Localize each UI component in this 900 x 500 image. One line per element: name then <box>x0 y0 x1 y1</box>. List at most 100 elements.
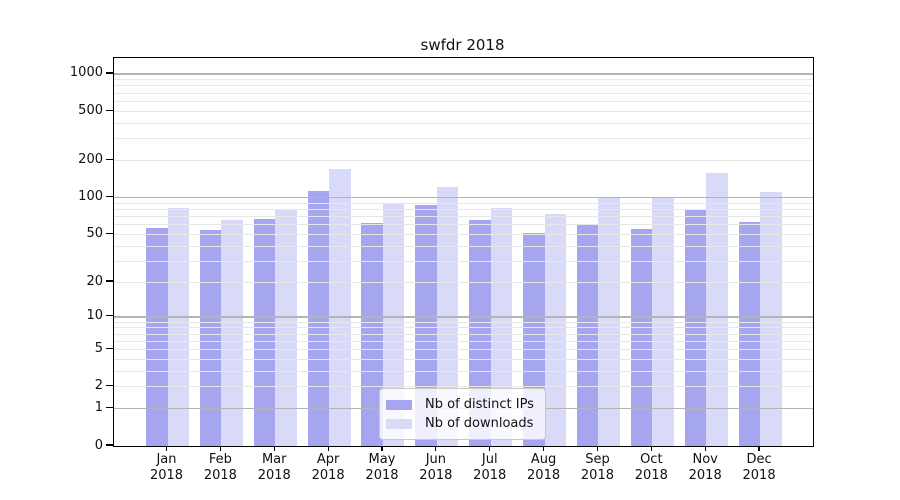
x-axis-tick-year: 2018 <box>419 468 453 483</box>
bar-distinct-ips-mar <box>253 218 276 446</box>
gridline-minor <box>114 215 813 217</box>
x-axis-tick-year: 2018 <box>634 468 668 483</box>
bar-distinct-ips-jan <box>146 228 168 446</box>
x-axis-tick-label: Nov 2018 <box>675 452 735 484</box>
y-axis-tick-label: 20 <box>86 273 103 289</box>
y-axis-tick-label: 2 <box>94 378 103 394</box>
x-axis-tick-label: Oct 2018 <box>621 452 681 484</box>
x-axis-tick-month: Mar <box>261 452 287 467</box>
legend-label-downloads: Nb of downloads <box>425 416 534 431</box>
gridline-minor <box>114 370 813 372</box>
legend-swatch-distinct-ips-icon <box>386 399 412 410</box>
x-axis-tick <box>327 446 329 451</box>
y-axis-tick <box>106 315 113 317</box>
gridline-minor <box>114 122 813 124</box>
x-axis-tick-year: 2018 <box>473 468 507 483</box>
x-axis-tick <box>758 446 760 451</box>
bar-downloads-may <box>382 203 405 446</box>
gridline-major <box>114 73 813 75</box>
x-axis-tick-year: 2018 <box>311 468 345 483</box>
gridline-minor <box>114 138 813 140</box>
bar-distinct-ips-oct <box>630 229 653 446</box>
y-axis-tick-label: 500 <box>78 102 103 118</box>
x-axis-tick-label: Dec 2018 <box>729 452 789 484</box>
gridline-minor <box>114 321 813 323</box>
x-axis-tick-label: Jan 2018 <box>137 452 197 484</box>
x-axis-tick-label: Feb 2018 <box>190 452 250 484</box>
x-axis-tick-month: Dec <box>746 452 772 467</box>
gridline-minor <box>114 327 813 329</box>
legend-item-downloads: Nb of downloads <box>386 414 539 433</box>
y-axis-tick <box>106 444 113 446</box>
y-axis-tick-label: 100 <box>78 188 103 204</box>
y-axis-tick <box>106 72 113 74</box>
x-axis-tick-month: Aug <box>530 452 557 467</box>
bar-distinct-ips-jun <box>415 204 437 446</box>
y-axis-tick <box>106 280 113 282</box>
x-axis-tick-month: Jan <box>156 452 177 467</box>
y-axis-tick-label: 50 <box>86 225 103 241</box>
gridline-minor <box>114 260 813 262</box>
gridline-minor <box>114 224 813 226</box>
gridline-minor <box>114 281 813 283</box>
y-axis-tick <box>106 347 113 350</box>
y-axis-tick-label: 1 <box>94 400 103 416</box>
bar-distinct-ips-feb <box>199 230 222 446</box>
y-axis-tick-label: 0 <box>94 437 103 453</box>
bar-downloads-dec <box>760 191 782 446</box>
x-axis-tick <box>273 446 275 451</box>
gridline-minor <box>114 386 813 388</box>
gridline-major <box>114 196 813 199</box>
gridline-minor <box>114 79 813 81</box>
x-axis-tick <box>219 446 221 451</box>
x-axis-tick-month: Sep <box>585 452 610 467</box>
x-axis-tick-year: 2018 <box>580 468 614 483</box>
x-axis-tick <box>381 446 383 451</box>
y-axis-tick <box>106 158 113 160</box>
y-axis-tick <box>106 109 113 111</box>
y-axis-tick <box>106 407 113 409</box>
bar-downloads-aug <box>544 213 567 446</box>
bar-downloads-oct <box>652 196 674 446</box>
bar-distinct-ips-sep <box>576 223 599 446</box>
x-axis-tick-label: Apr 2018 <box>298 452 358 484</box>
gridline-minor <box>114 159 813 161</box>
x-axis-tick <box>435 446 437 451</box>
x-axis-tick-year: 2018 <box>742 468 776 483</box>
y-axis-tick-label: 10 <box>86 308 103 324</box>
gridline-minor <box>114 208 813 210</box>
gridline-minor <box>114 92 813 94</box>
gridline-minor <box>114 85 813 87</box>
x-axis-tick-label: Aug 2018 <box>514 452 574 484</box>
chart-title: swfdr 2018 <box>420 36 505 54</box>
y-axis-tick <box>106 385 113 387</box>
bar-distinct-ips-apr <box>307 191 330 446</box>
bar-downloads-nov <box>706 172 728 446</box>
x-axis-tick <box>704 446 706 451</box>
y-axis-tick <box>106 195 113 198</box>
bar-downloads-apr <box>329 169 351 446</box>
x-axis-tick-month: Nov <box>692 452 718 467</box>
gridline-minor <box>114 333 813 335</box>
bar-downloads-sep <box>598 196 620 446</box>
x-axis-tick-label: Mar 2018 <box>244 452 304 484</box>
x-axis-tick-year: 2018 <box>257 468 291 483</box>
x-axis-tick-month: Jul <box>481 452 498 467</box>
x-axis-tick-month: May <box>368 452 396 467</box>
x-axis-tick-month: Apr <box>316 452 340 467</box>
x-axis-tick <box>650 446 652 451</box>
gridline-minor <box>114 245 813 247</box>
gridline-minor <box>114 358 813 360</box>
x-axis-tick-year: 2018 <box>149 468 184 483</box>
x-axis-tick-label: Sep 2018 <box>567 452 627 484</box>
x-axis-tick-year: 2018 <box>527 468 561 483</box>
y-axis-tick-label: 200 <box>78 151 103 167</box>
gridline-minor <box>114 202 813 204</box>
gridline-minor <box>114 349 813 350</box>
gridline-minor <box>114 233 813 235</box>
legend: Nb of distinct IPs Nb of downloads <box>379 388 546 440</box>
x-axis-tick-month: Jun <box>425 452 446 467</box>
x-axis-tick-label: May 2018 <box>352 452 412 484</box>
y-axis-tick-label: 1000 <box>69 65 103 81</box>
